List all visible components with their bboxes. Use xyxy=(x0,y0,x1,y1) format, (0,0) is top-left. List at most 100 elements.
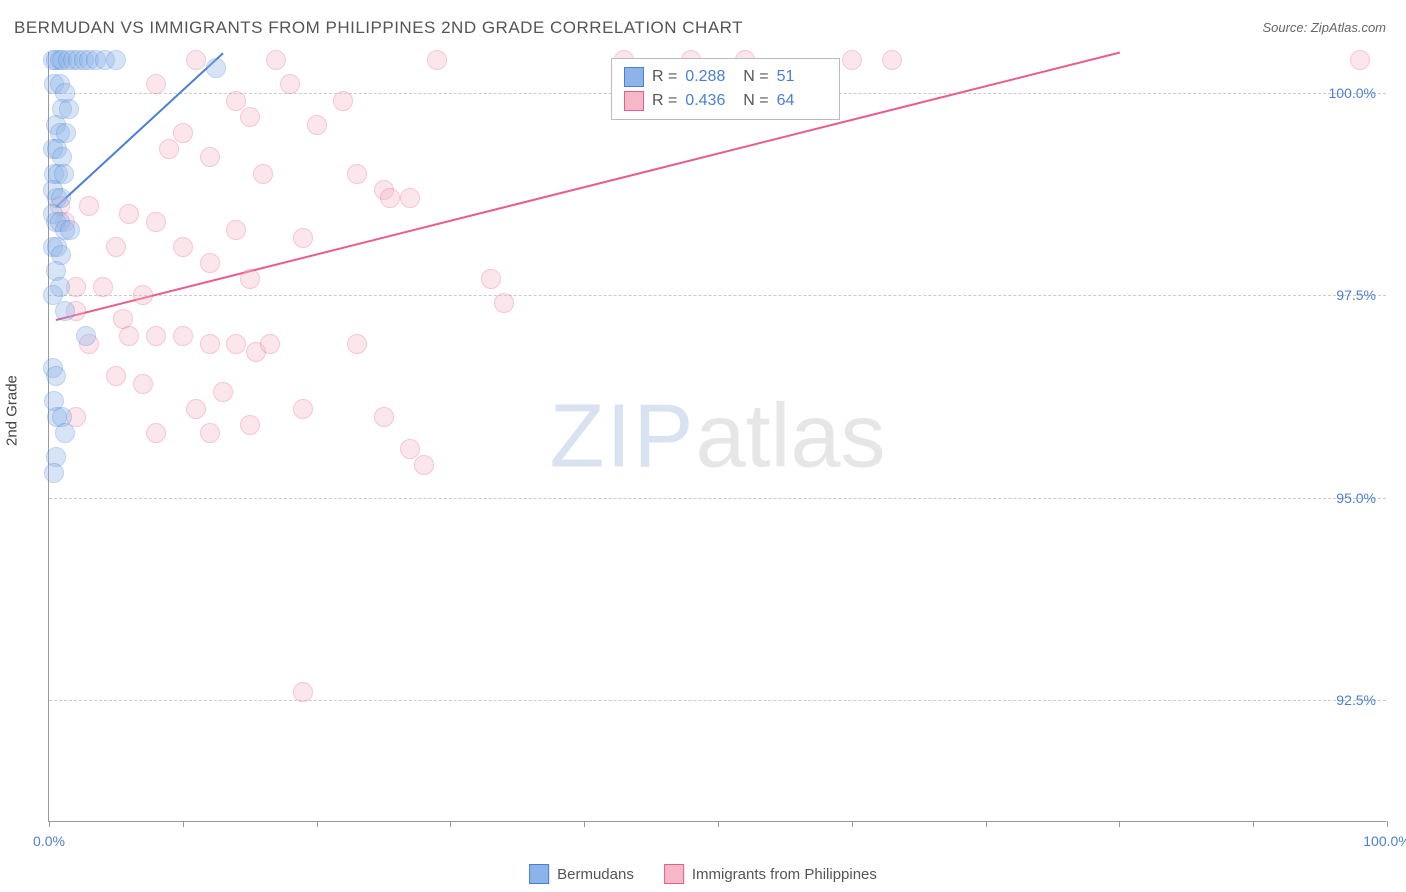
data-point-philippines xyxy=(293,228,313,248)
data-point-philippines xyxy=(133,285,153,305)
x-tick-label: 100.0% xyxy=(1363,833,1406,849)
n-value-bermudans: 51 xyxy=(777,68,827,86)
data-point-philippines xyxy=(494,293,514,313)
data-point-philippines xyxy=(253,164,273,184)
legend-item-bermudans: Bermudans xyxy=(529,864,634,884)
data-point-philippines xyxy=(226,334,246,354)
data-point-philippines xyxy=(374,407,394,427)
data-point-philippines xyxy=(133,374,153,394)
data-point-philippines xyxy=(146,74,166,94)
r-value-philippines: 0.436 xyxy=(685,92,735,110)
data-point-philippines xyxy=(1350,50,1370,70)
scatter-plot-area: ZIPatlas 92.5%95.0%97.5%100.0%0.0%100.0%… xyxy=(48,52,1386,822)
data-point-philippines xyxy=(347,164,367,184)
legend-stats-box: R = 0.288 N = 51 R = 0.436 N = 64 xyxy=(611,58,840,120)
data-point-philippines xyxy=(240,269,260,289)
r-label: R = xyxy=(652,92,677,110)
x-tick xyxy=(450,821,451,827)
source-attribution: Source: ZipAtlas.com xyxy=(1262,20,1386,35)
data-point-philippines xyxy=(200,334,220,354)
data-point-philippines xyxy=(79,196,99,216)
swatch-philippines xyxy=(624,91,644,111)
x-tick xyxy=(718,821,719,827)
data-point-philippines xyxy=(240,107,260,127)
watermark-zip: ZIP xyxy=(549,386,695,486)
n-label: N = xyxy=(743,68,768,86)
data-point-philippines xyxy=(307,115,327,135)
data-point-philippines xyxy=(293,399,313,419)
data-point-philippines xyxy=(266,50,286,70)
swatch-philippines xyxy=(664,864,684,884)
x-tick xyxy=(317,821,318,827)
x-tick xyxy=(584,821,585,827)
data-point-philippines xyxy=(400,188,420,208)
data-point-philippines xyxy=(106,366,126,386)
y-tick-label: 95.0% xyxy=(1336,490,1376,506)
data-point-philippines xyxy=(119,326,139,346)
data-point-philippines xyxy=(200,253,220,273)
data-point-philippines xyxy=(842,50,862,70)
data-point-bermudans xyxy=(44,463,64,483)
data-point-philippines xyxy=(240,415,260,435)
data-point-philippines xyxy=(173,237,193,257)
data-point-philippines xyxy=(200,423,220,443)
data-point-philippines xyxy=(280,74,300,94)
data-point-philippines xyxy=(226,220,246,240)
gridline xyxy=(49,295,1386,296)
data-point-philippines xyxy=(200,147,220,167)
data-point-bermudans xyxy=(59,99,79,119)
data-point-philippines xyxy=(427,50,447,70)
data-point-bermudans xyxy=(206,58,226,78)
r-value-bermudans: 0.288 xyxy=(685,68,735,86)
legend-stats-row-bermudans: R = 0.288 N = 51 xyxy=(624,65,827,89)
data-point-philippines xyxy=(146,212,166,232)
watermark: ZIPatlas xyxy=(549,385,885,488)
data-point-bermudans xyxy=(55,301,75,321)
y-axis-title: 2nd Grade xyxy=(4,375,21,446)
data-point-bermudans xyxy=(76,326,96,346)
y-tick-label: 100.0% xyxy=(1329,85,1376,101)
data-point-philippines xyxy=(93,277,113,297)
x-tick xyxy=(183,821,184,827)
legend-label-bermudans: Bermudans xyxy=(557,866,634,883)
data-point-philippines xyxy=(159,139,179,159)
data-point-philippines xyxy=(146,326,166,346)
data-point-philippines xyxy=(119,204,139,224)
data-point-philippines xyxy=(186,50,206,70)
data-point-bermudans xyxy=(46,366,66,386)
legend-item-philippines: Immigrants from Philippines xyxy=(664,864,877,884)
data-point-bermudans xyxy=(55,423,75,443)
data-point-philippines xyxy=(347,334,367,354)
data-point-philippines xyxy=(481,269,501,289)
legend-bottom: Bermudans Immigrants from Philippines xyxy=(529,864,877,884)
r-label: R = xyxy=(652,68,677,86)
chart-title: BERMUDAN VS IMMIGRANTS FROM PHILIPPINES … xyxy=(14,18,743,38)
data-point-bermudans xyxy=(106,50,126,70)
n-value-philippines: 64 xyxy=(777,92,827,110)
x-tick xyxy=(49,821,50,827)
y-tick-label: 92.5% xyxy=(1336,692,1376,708)
data-point-bermudans xyxy=(60,220,80,240)
n-label: N = xyxy=(743,92,768,110)
data-point-philippines xyxy=(173,326,193,346)
x-tick-label: 0.0% xyxy=(33,833,65,849)
trendline-bermudans xyxy=(55,52,224,207)
gridline xyxy=(49,498,1386,499)
data-point-philippines xyxy=(882,50,902,70)
x-tick xyxy=(1253,821,1254,827)
data-point-philippines xyxy=(173,123,193,143)
data-point-philippines xyxy=(293,682,313,702)
gridline xyxy=(49,700,1386,701)
y-tick-label: 97.5% xyxy=(1336,287,1376,303)
data-point-philippines xyxy=(213,382,233,402)
data-point-philippines xyxy=(186,399,206,419)
data-point-philippines xyxy=(260,334,280,354)
legend-stats-row-philippines: R = 0.436 N = 64 xyxy=(624,89,827,113)
watermark-atlas: atlas xyxy=(695,386,885,486)
data-point-philippines xyxy=(333,91,353,111)
data-point-philippines xyxy=(414,455,434,475)
legend-label-philippines: Immigrants from Philippines xyxy=(692,866,877,883)
x-tick xyxy=(1387,821,1388,827)
data-point-philippines xyxy=(146,423,166,443)
x-tick xyxy=(852,821,853,827)
